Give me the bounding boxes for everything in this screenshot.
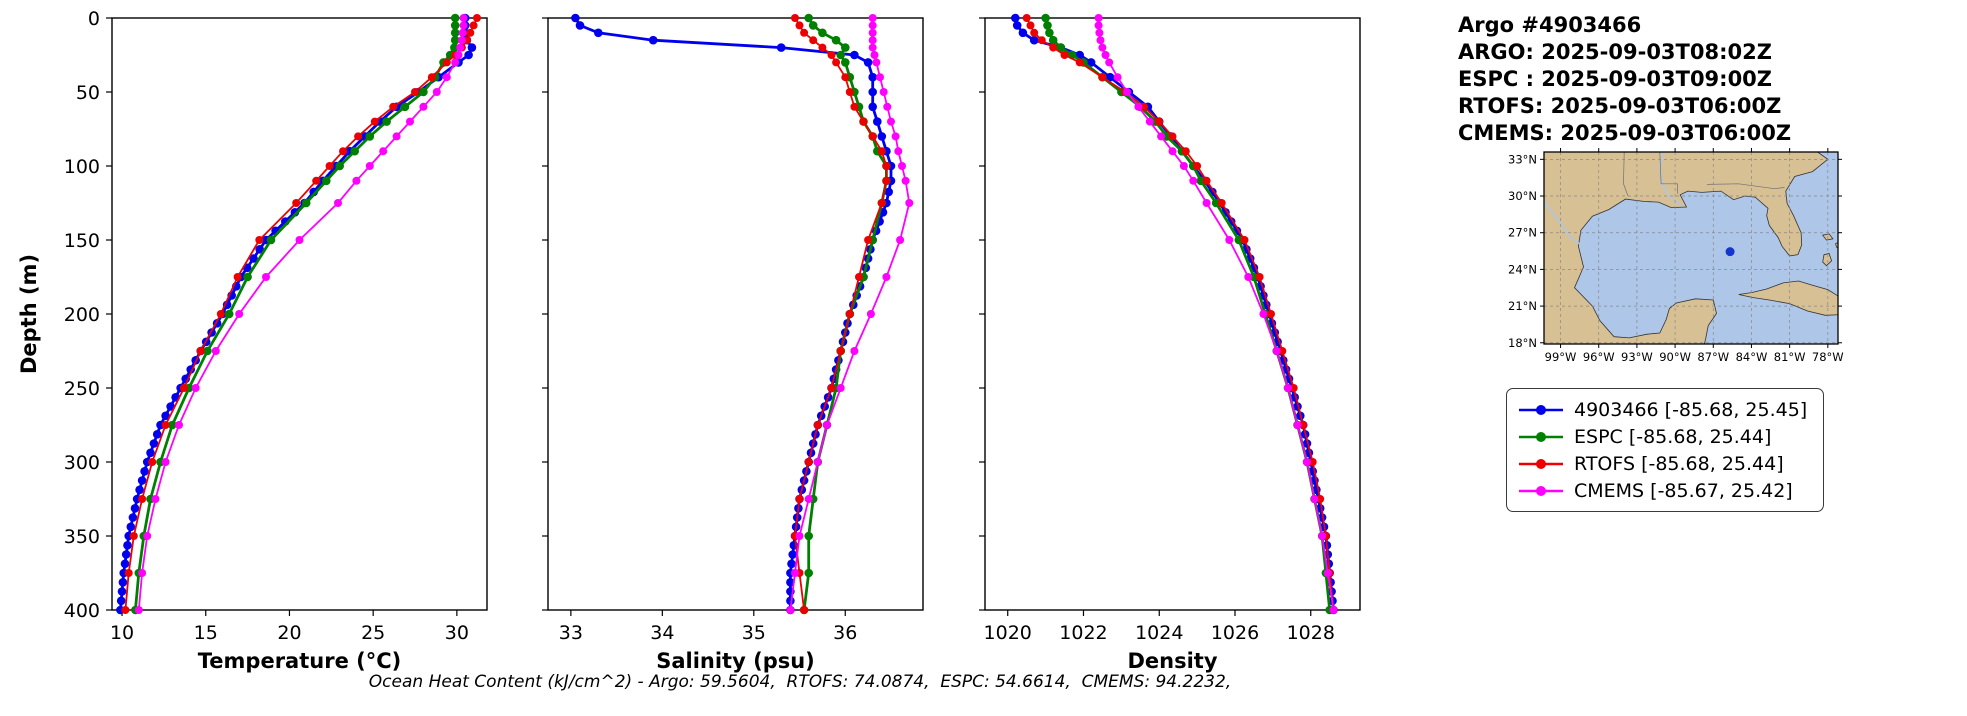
- svg-text:27°N: 27°N: [1508, 226, 1537, 240]
- svg-text:21°N: 21°N: [1508, 299, 1537, 313]
- svg-text:1026: 1026: [1211, 622, 1259, 644]
- svg-text:200: 200: [64, 304, 100, 326]
- svg-text:81°W: 81°W: [1774, 350, 1806, 364]
- svg-text:0: 0: [88, 8, 100, 30]
- svg-text:15: 15: [194, 622, 218, 644]
- legend-item: 4903466 [-85.68, 25.45]: [1517, 396, 1807, 423]
- svg-text:Density: Density: [1127, 649, 1217, 673]
- legend-marker-cmems: [1517, 482, 1565, 500]
- svg-text:400: 400: [64, 600, 100, 622]
- svg-text:30: 30: [445, 622, 469, 644]
- legend-label: 4903466 [-85.68, 25.45]: [1574, 398, 1808, 421]
- svg-text:34: 34: [650, 622, 674, 644]
- header-argo-time: ARGO: 2025-09-03T08:02Z: [1458, 40, 1772, 64]
- legend-item: RTOFS [-85.68, 25.44]: [1517, 450, 1807, 477]
- header-cmems-time: CMEMS: 2025-09-03T06:00Z: [1458, 121, 1792, 145]
- svg-text:1028: 1028: [1287, 622, 1335, 644]
- legend-item: CMEMS [-85.67, 25.42]: [1517, 477, 1807, 504]
- svg-text:18°N: 18°N: [1508, 336, 1537, 350]
- svg-text:1022: 1022: [1059, 622, 1107, 644]
- svg-text:90°W: 90°W: [1659, 350, 1691, 364]
- profile-plots: 10 15 20 25 30050100150200250300350400Temper…: [17, 8, 1361, 673]
- svg-text:33: 33: [559, 622, 583, 644]
- svg-text:33°N: 33°N: [1508, 152, 1537, 166]
- svg-text:50: 50: [76, 82, 100, 104]
- svg-text:24°N: 24°N: [1508, 262, 1537, 276]
- svg-text:350: 350: [64, 526, 100, 548]
- svg-text:78°W: 78°W: [1812, 350, 1844, 364]
- gulf-of-mexico-map: 33°N 30°N 27°N 24°N 21°N 18°N 99°W 96°W 93°W 90°W…: [1508, 148, 1844, 364]
- ohc-caption: Ocean Heat Content (kJ/cm^2) - Argo: 59.…: [368, 672, 1232, 692]
- float-position-marker: [1725, 247, 1735, 257]
- header-rtofs-time: RTOFS: 2025-09-03T06:00Z: [1458, 94, 1782, 118]
- legend-marker-espc: [1517, 428, 1565, 446]
- svg-text:Temperature (°C): Temperature (°C): [198, 649, 401, 673]
- legend-marker-rtofs: [1517, 455, 1565, 473]
- svg-text:Depth (m): Depth (m): [17, 254, 41, 374]
- svg-text:1020: 1020: [984, 622, 1032, 644]
- svg-text:84°W: 84°W: [1736, 350, 1768, 364]
- svg-text:87°W: 87°W: [1697, 350, 1729, 364]
- svg-text:1024: 1024: [1135, 622, 1183, 644]
- svg-text:35: 35: [742, 622, 766, 644]
- svg-text:250: 250: [64, 378, 100, 400]
- header-float-id: Argo #4903466: [1458, 13, 1642, 37]
- svg-text:300: 300: [64, 452, 100, 474]
- svg-text:Salinity (psu): Salinity (psu): [656, 649, 815, 673]
- svg-text:20: 20: [277, 622, 301, 644]
- svg-text:100: 100: [64, 156, 100, 178]
- svg-text:99°W: 99°W: [1545, 350, 1577, 364]
- header-block: Argo #4903466 ARGO: 2025-09-03T08:02Z ES…: [1458, 12, 1791, 147]
- header-espc-time: ESPC : 2025-09-03T09:00Z: [1458, 67, 1773, 91]
- legend-box: 4903466 [-85.68, 25.45] ESPC [-85.68, 25…: [1506, 388, 1825, 512]
- legend-label: RTOFS [-85.68, 25.44]: [1574, 452, 1784, 475]
- svg-text:25: 25: [361, 622, 385, 644]
- legend-label: ESPC [-85.68, 25.44]: [1574, 425, 1772, 448]
- legend-label: CMEMS [-85.67, 25.42]: [1574, 479, 1793, 502]
- svg-text:30°N: 30°N: [1508, 189, 1537, 203]
- legend-marker-argo: [1517, 401, 1565, 419]
- svg-text:96°W: 96°W: [1583, 350, 1615, 364]
- svg-text:150: 150: [64, 230, 100, 252]
- svg-text:93°W: 93°W: [1621, 350, 1653, 364]
- svg-text:10: 10: [110, 622, 134, 644]
- svg-text:36: 36: [833, 622, 857, 644]
- legend-item: ESPC [-85.68, 25.44]: [1517, 423, 1807, 450]
